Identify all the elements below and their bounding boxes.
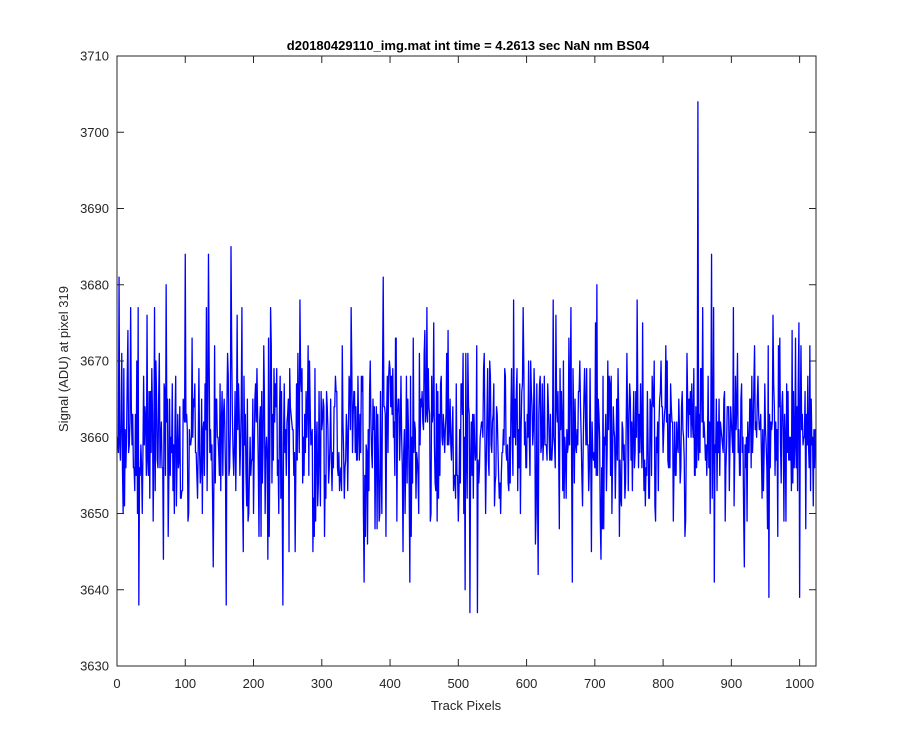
x-tick-label: 500 xyxy=(447,676,469,691)
y-tick-label: 3630 xyxy=(80,659,109,674)
chart-title: d20180429110_img.mat int time = 4.2613 s… xyxy=(287,38,650,53)
x-tick-label: 100 xyxy=(174,676,196,691)
x-tick-label: 400 xyxy=(379,676,401,691)
axes-layer: 0 100 200 300 400 500 600 700 800 900 1000 3630 3640… xyxy=(80,49,817,691)
y-tick-label: 3690 xyxy=(80,201,109,216)
x-tick-label: 0 xyxy=(113,676,120,691)
y-tick-label: 3640 xyxy=(80,582,109,597)
y-tick-label: 3700 xyxy=(80,125,109,140)
y-tick-label: 3710 xyxy=(80,49,109,64)
data-layer xyxy=(117,101,816,614)
y-tick-label: 3650 xyxy=(80,506,109,521)
y-tick-label: 3670 xyxy=(80,354,109,369)
series-line xyxy=(117,101,816,614)
x-tick-label: 300 xyxy=(311,676,333,691)
x-axis-label: Track Pixels xyxy=(431,698,502,713)
x-tick-label: 700 xyxy=(584,676,606,691)
x-tick-label: 200 xyxy=(243,676,265,691)
x-tick-label: 600 xyxy=(516,676,538,691)
x-tick-label: 800 xyxy=(652,676,674,691)
y-axis-label: Signal (ADU) at pixel 319 xyxy=(56,286,71,432)
x-tick-label: 1000 xyxy=(785,676,814,691)
x-tick-label: 900 xyxy=(721,676,743,691)
y-tick-label: 3680 xyxy=(80,277,109,292)
y-tick-label: 3660 xyxy=(80,430,109,445)
